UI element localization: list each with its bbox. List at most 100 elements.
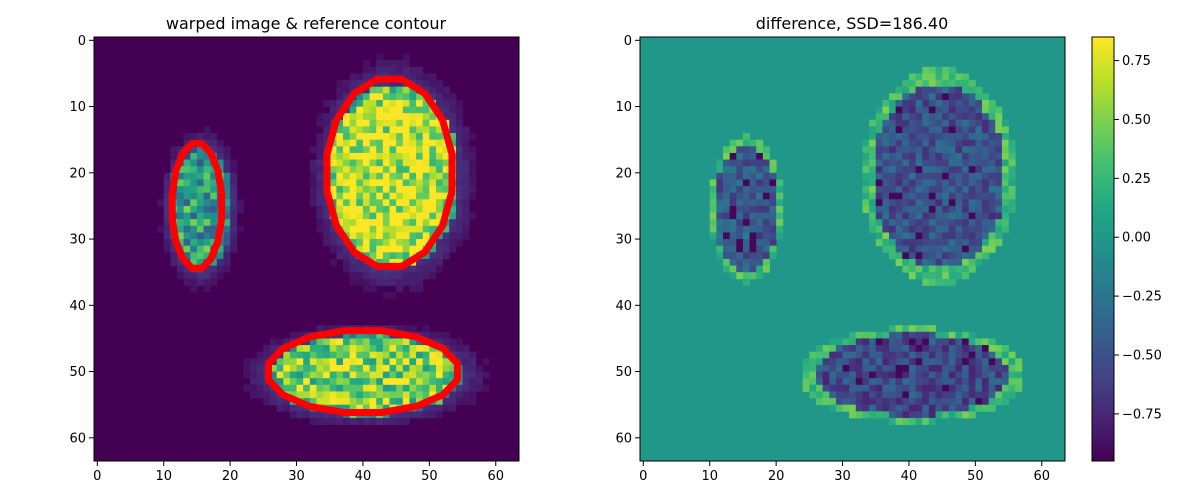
heatmap-cell bbox=[895, 152, 903, 160]
heatmap-cell bbox=[316, 212, 324, 220]
heatmap-cell bbox=[948, 179, 956, 187]
heatmap-cell bbox=[756, 159, 764, 167]
heatmap-cell bbox=[815, 384, 824, 392]
heatmap-cell bbox=[382, 398, 390, 406]
heatmap-cell bbox=[742, 152, 750, 160]
heatmap-cell bbox=[250, 378, 258, 386]
heatmap-cell bbox=[889, 351, 897, 359]
heatmap-cell bbox=[1008, 371, 1016, 379]
heatmap-cell bbox=[356, 179, 364, 187]
heatmap-cell bbox=[216, 252, 224, 260]
heatmap-cell bbox=[422, 358, 430, 366]
heatmap-cell bbox=[995, 391, 1003, 399]
heatmap-cell bbox=[908, 411, 916, 419]
heatmap-cell bbox=[981, 391, 990, 399]
heatmap-cell bbox=[190, 152, 198, 160]
heatmap-cell bbox=[329, 146, 337, 154]
heatmap-cell bbox=[968, 371, 976, 379]
heatmap-cell bbox=[356, 139, 364, 147]
heatmap-cell bbox=[475, 364, 483, 372]
heatmap-cell bbox=[442, 186, 450, 194]
heatmap-cell bbox=[729, 232, 737, 240]
heatmap-cell bbox=[163, 245, 171, 253]
heatmap-cell bbox=[875, 152, 883, 160]
heatmap-cell bbox=[975, 252, 983, 260]
heatmap-cell bbox=[442, 225, 450, 233]
heatmap-cell bbox=[889, 325, 897, 333]
heatmap-cell bbox=[409, 86, 417, 94]
heatmap-cell bbox=[323, 358, 331, 366]
heatmap-cell bbox=[349, 80, 357, 88]
heatmap-cell bbox=[170, 146, 178, 154]
heatmap-cell bbox=[389, 325, 397, 333]
heatmap-cell bbox=[895, 345, 903, 353]
x-tick-label: 50 bbox=[421, 469, 438, 484]
heatmap-cell bbox=[376, 66, 384, 74]
heatmap-cell bbox=[935, 139, 943, 147]
heatmap-cell bbox=[303, 345, 311, 353]
heatmap-cell bbox=[855, 411, 863, 419]
heatmap-cell bbox=[862, 404, 870, 412]
heatmap-cell bbox=[988, 159, 996, 167]
heatmap-cell bbox=[955, 192, 963, 200]
heatmap-cell bbox=[955, 205, 963, 213]
heatmap-cell bbox=[1008, 186, 1016, 194]
heatmap-cell bbox=[948, 113, 956, 121]
heatmap-cell bbox=[776, 199, 784, 207]
heatmap-cell bbox=[1001, 119, 1009, 127]
heatmap-cell bbox=[429, 391, 437, 399]
heatmap-cell bbox=[402, 371, 410, 379]
heatmap-cell bbox=[435, 119, 444, 127]
heatmap-cell bbox=[190, 192, 198, 200]
heatmap-cell bbox=[942, 245, 950, 253]
heatmap-cell bbox=[849, 345, 857, 353]
heatmap-cell bbox=[822, 358, 830, 366]
heatmap-cell bbox=[356, 225, 364, 233]
heatmap-cell bbox=[183, 179, 191, 187]
heatmap-cell bbox=[396, 378, 404, 386]
heatmap-cell bbox=[376, 417, 384, 425]
heatmap-cell bbox=[369, 358, 377, 366]
heatmap-cell bbox=[962, 99, 970, 107]
heatmap-cell bbox=[389, 378, 397, 386]
heatmap-cell bbox=[376, 93, 384, 101]
heatmap-cell bbox=[942, 192, 950, 200]
heatmap-cell bbox=[343, 199, 351, 207]
heatmap-cell bbox=[196, 278, 204, 286]
heatmap-cell bbox=[882, 239, 890, 247]
heatmap-cell bbox=[889, 205, 897, 213]
heatmap-cell bbox=[369, 345, 377, 353]
heatmap-cell bbox=[336, 338, 344, 346]
heatmap-cell bbox=[289, 331, 297, 339]
heatmap-cell bbox=[935, 219, 943, 227]
heatmap-cell bbox=[349, 265, 357, 273]
heatmap-cell bbox=[1001, 186, 1009, 194]
heatmap-cell bbox=[915, 364, 923, 372]
heatmap-cell bbox=[955, 99, 963, 107]
heatmap-cell bbox=[729, 245, 737, 253]
heatmap-cell bbox=[922, 351, 930, 359]
heatmap-cell bbox=[223, 166, 231, 174]
heatmap-cell bbox=[336, 384, 344, 392]
heatmap-cell bbox=[968, 119, 976, 127]
heatmap-cell bbox=[928, 345, 936, 353]
heatmap-cell bbox=[935, 119, 943, 127]
heatmap-cell bbox=[396, 80, 404, 88]
heatmap-cell bbox=[723, 205, 731, 213]
heatmap-cell bbox=[196, 272, 204, 280]
heatmap-cell bbox=[928, 179, 936, 187]
heatmap-cell bbox=[435, 179, 444, 187]
heatmap-cell bbox=[902, 172, 910, 180]
heatmap-cell bbox=[908, 258, 916, 266]
heatmap-cell bbox=[862, 172, 870, 180]
heatmap-cell bbox=[435, 378, 444, 386]
heatmap-cell bbox=[382, 199, 390, 207]
heatmap-cell bbox=[749, 252, 757, 260]
heatmap-cell bbox=[862, 192, 870, 200]
heatmap-cell bbox=[442, 338, 450, 346]
heatmap-cell bbox=[723, 199, 731, 207]
heatmap-cell bbox=[942, 166, 950, 174]
heatmap-cell bbox=[362, 391, 370, 399]
heatmap-cell bbox=[409, 232, 417, 240]
heatmap-cell bbox=[742, 199, 750, 207]
